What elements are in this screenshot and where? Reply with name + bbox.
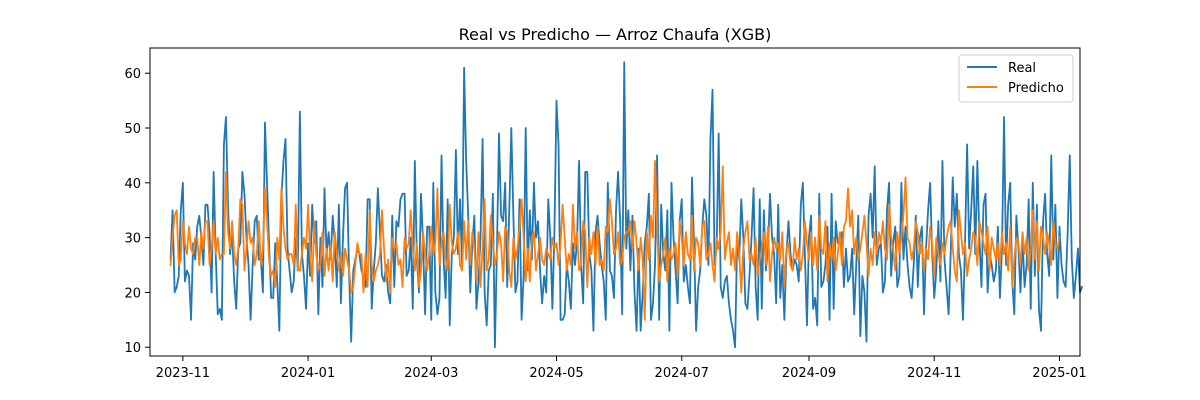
y-tick-label: 20 [124,286,141,301]
y-tick-label: 60 [124,67,141,82]
x-tick-label: 2024-03 [404,366,458,381]
legend-label-real: Real [1008,61,1036,76]
legend: Real Predicho [958,54,1074,103]
y-axis: 10 20 30 40 50 60 [124,67,150,356]
x-tick-label: 2025-01 [1032,366,1086,381]
plot-area-frame [149,47,1081,357]
series-line-predicho [169,159,1061,321]
y-tick-label: 30 [124,232,141,247]
y-tick-label: 10 [124,341,141,356]
y-tick-label: 40 [124,177,141,192]
x-tick-label: 2024-11 [907,366,961,381]
x-axis: 2023-11 2024-01 2024-03 2024-05 2024-07 2024-… [156,356,1087,381]
series-line-real [169,61,1084,349]
chart-title: Real vs Predicho — Arroz Chaufa (XGB) [459,25,772,44]
x-tick-label: 2024-01 [281,366,335,381]
legend-label-predicho: Predicho [1008,81,1064,96]
x-tick-label: 2024-09 [782,366,836,381]
series-layer [169,61,1084,349]
y-tick-label: 50 [124,122,141,137]
x-tick-label: 2024-05 [529,366,583,381]
x-tick-label: 2023-11 [156,366,210,381]
x-tick-label: 2024-07 [655,366,709,381]
